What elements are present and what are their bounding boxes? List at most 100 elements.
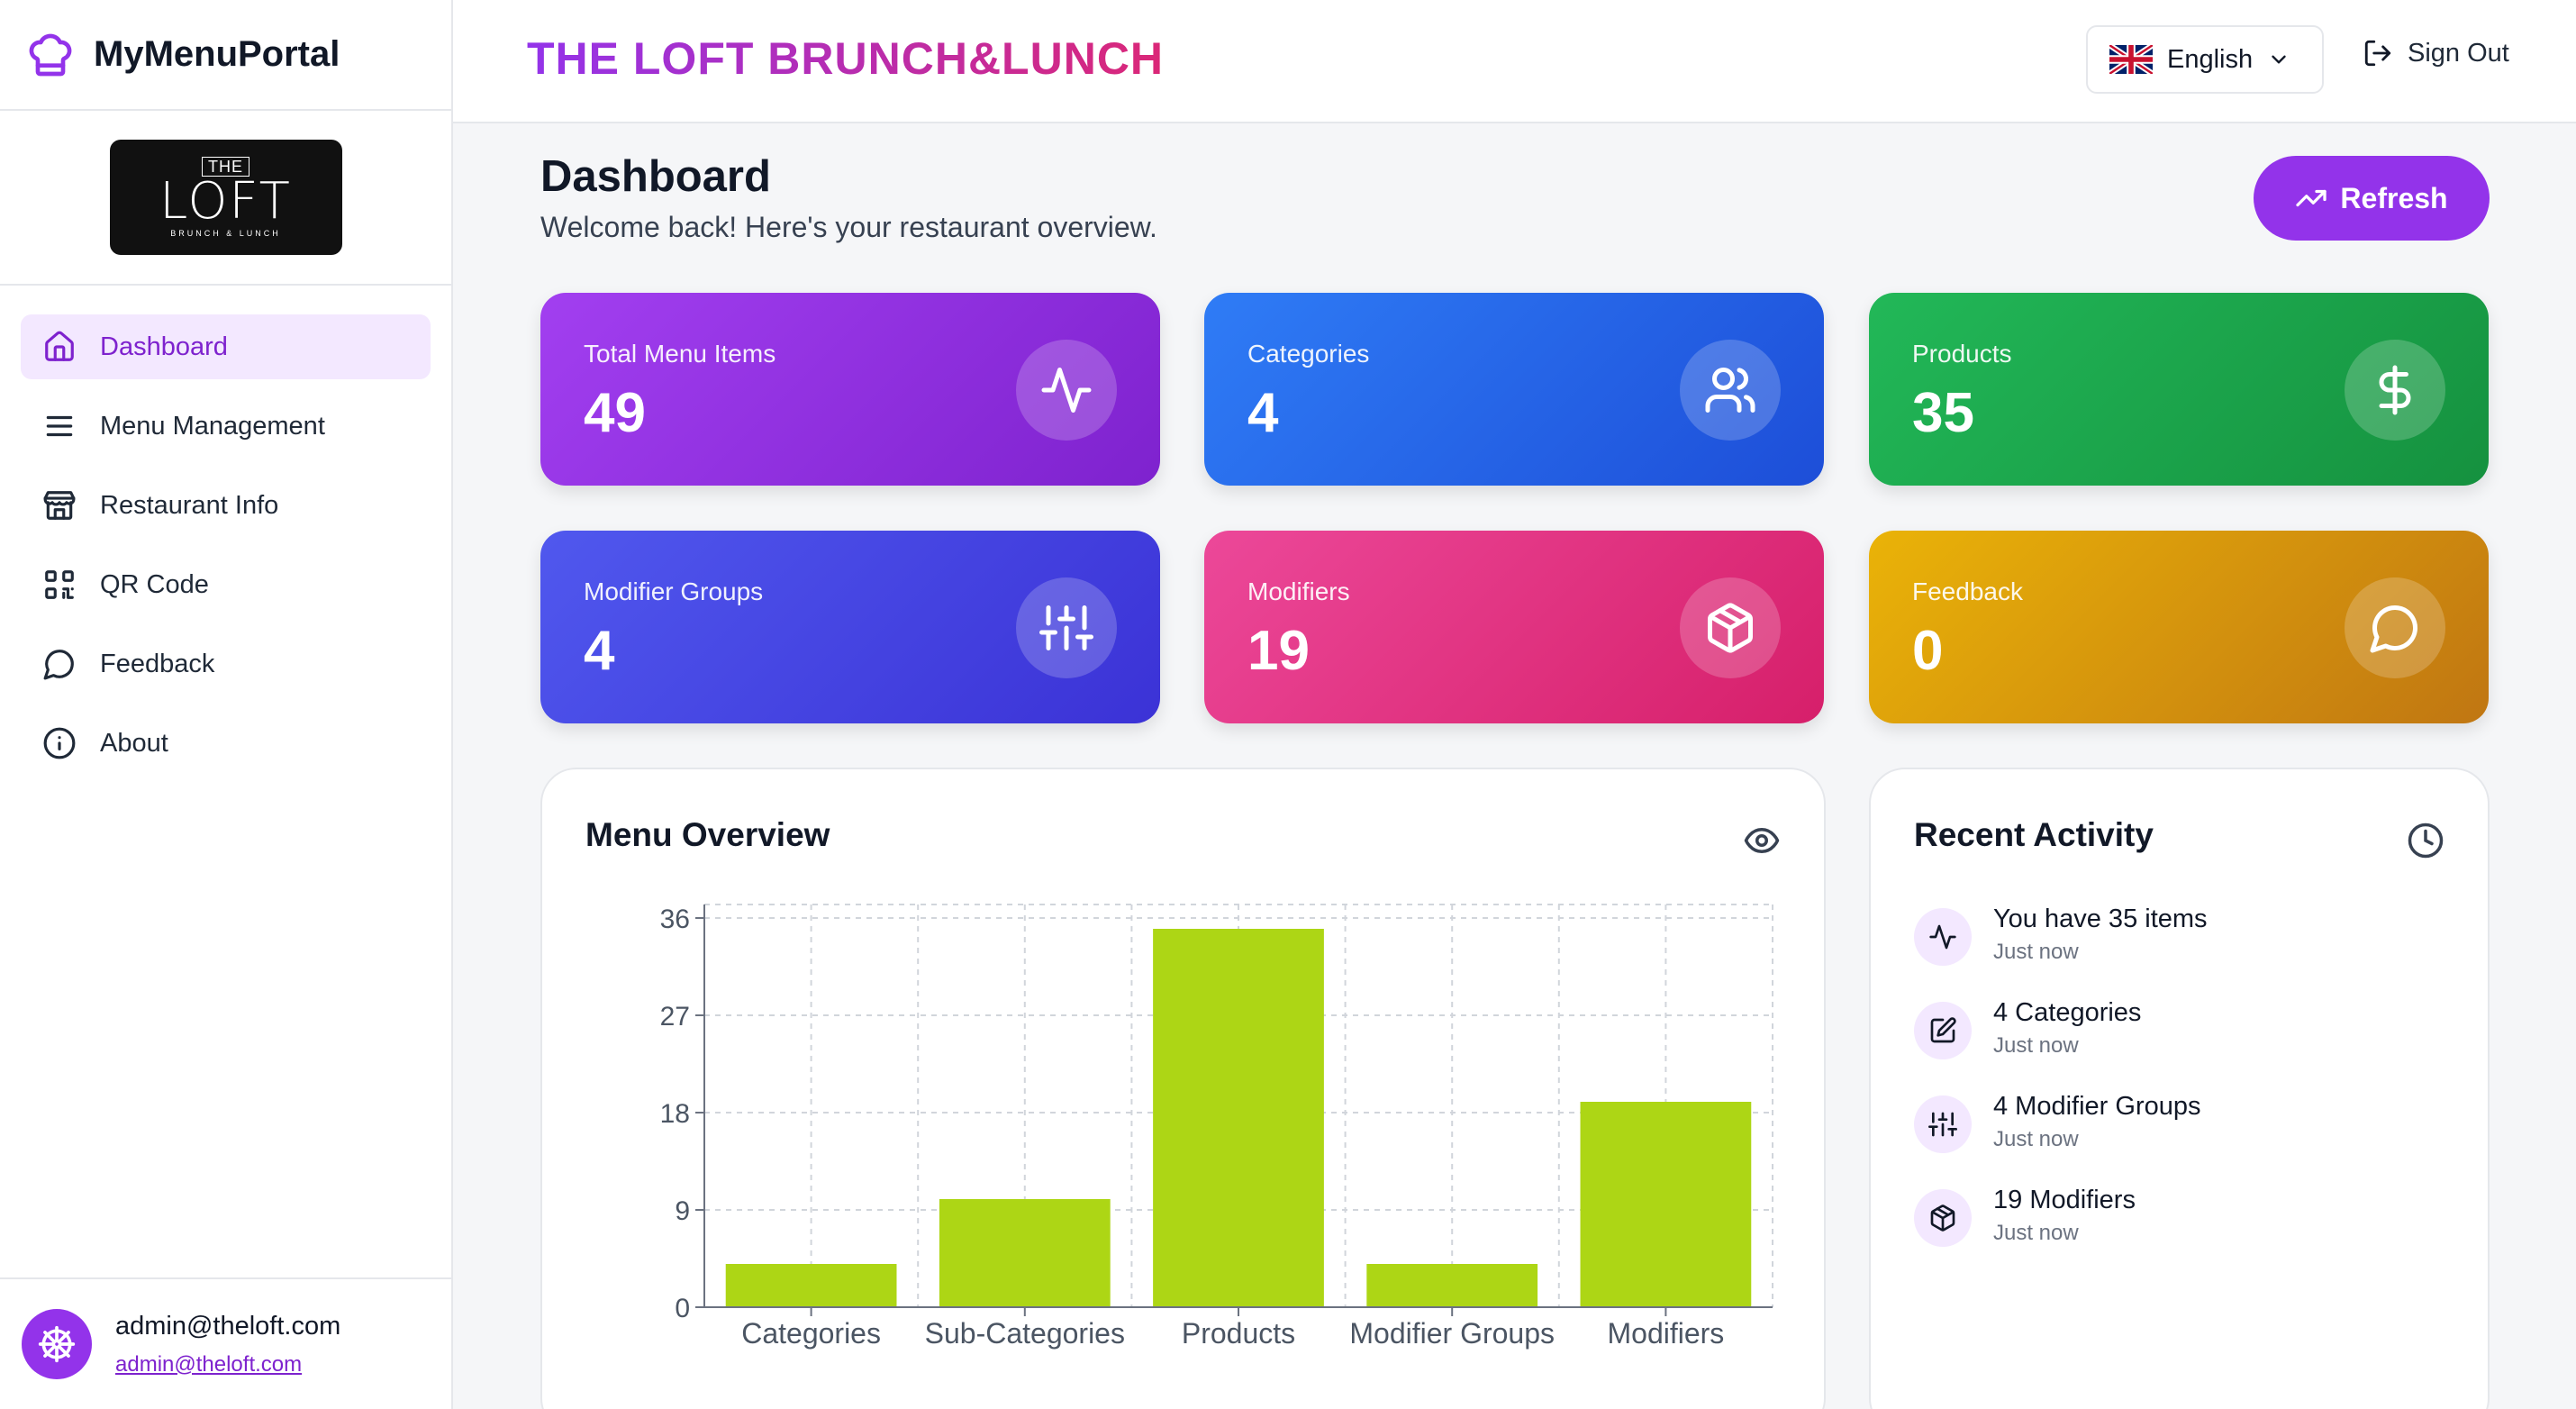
activity-title: 4 Modifier Groups: [1993, 1092, 2201, 1121]
stat-icon-wrap: [1016, 577, 1117, 678]
activity-icon-wrap: [1914, 1189, 1972, 1247]
activity-text: 19 Modifiers Just now: [1993, 1186, 2136, 1246]
stat-card-categories[interactable]: Categories 4: [1204, 293, 1824, 486]
y-tick-label: 0: [675, 1294, 690, 1323]
stat-icon-wrap: [2345, 577, 2445, 678]
activity-title: 4 Categories: [1993, 998, 2142, 1027]
avatar[interactable]: [22, 1309, 92, 1379]
stat-card-total-menu-items[interactable]: Total Menu Items 49: [540, 293, 1160, 486]
stat-value: 4: [584, 620, 615, 682]
y-tick-label: 36: [660, 904, 690, 934]
restaurant-title: THE LOFT BRUNCH&LUNCH: [527, 33, 1165, 84]
clock-icon[interactable]: [2407, 822, 2444, 859]
x-tick-label: Categories: [741, 1317, 881, 1350]
stat-card-products[interactable]: Products 35: [1869, 293, 2489, 486]
stat-label: Categories: [1247, 340, 1370, 368]
ship-wheel-icon: [38, 1325, 76, 1363]
recent-activity-card: Recent Activity You have 35 items Just n…: [1869, 768, 2490, 1409]
restaurant-logo: THE LOFT BRUNCH & LUNCH: [109, 140, 342, 255]
sliders-icon: [1039, 605, 1093, 650]
y-tick-label: 9: [675, 1196, 690, 1226]
stat-value: 4: [1247, 382, 1279, 444]
stat-label: Modifiers: [1247, 577, 1350, 605]
activity-title: You have 35 items: [1993, 904, 2208, 933]
stat-value: 35: [1912, 382, 1974, 444]
stat-icon-wrap: [1680, 340, 1781, 441]
brand[interactable]: MyMenuPortal: [0, 0, 451, 111]
bar: [725, 1264, 897, 1307]
sidebar-item-about[interactable]: About: [21, 711, 431, 776]
sliders-icon: [1928, 1112, 1957, 1137]
y-tick-label: 27: [660, 1002, 690, 1032]
stat-icon-wrap: [2345, 340, 2445, 441]
logo-top-text: THE: [202, 157, 249, 177]
chef-hat-icon: [29, 33, 72, 76]
qr-code-icon: [45, 570, 74, 599]
sidebar-item-dashboard[interactable]: Dashboard: [21, 314, 431, 379]
menu-overview-card: Menu Overview 0 9 18 27 36 Categories Sub-Cate…: [540, 768, 1826, 1409]
dollar-icon: [2379, 365, 2411, 415]
user-panel: admin@theloft.com admin@theloft.com: [0, 1277, 451, 1409]
menu-lines-icon: [46, 415, 73, 437]
sidebar-item-restaurant-info[interactable]: Restaurant Info: [21, 473, 431, 538]
activity-time: Just now: [1993, 1221, 2079, 1245]
home-icon: [45, 331, 74, 361]
menu-overview-chart: 0 9 18 27 36 Categories Sub-Categories Products…: [660, 904, 1773, 1350]
activity-time: Just now: [1993, 940, 2079, 964]
message-circle-icon: [2370, 605, 2418, 653]
logo-area: THE LOFT BRUNCH & LUNCH: [0, 111, 451, 286]
sidebar-item-label: QR Code: [100, 569, 209, 599]
trending-up-icon: [2296, 189, 2327, 207]
activity-title: 19 Modifiers: [1993, 1186, 2136, 1214]
edit-icon: [1930, 1017, 1956, 1043]
language-label: English: [2167, 44, 2254, 74]
language-selector[interactable]: English: [2086, 25, 2324, 94]
activity-icon: [1041, 368, 1092, 413]
sign-out-label: Sign Out: [2408, 38, 2509, 68]
message-circle-icon: [43, 650, 74, 680]
activity-item[interactable]: You have 35 items Just now: [1914, 904, 2208, 966]
sidebar-item-label: Menu Management: [100, 411, 325, 441]
info-icon: [43, 727, 76, 759]
stat-card-modifier-groups[interactable]: Modifier Groups 4: [540, 531, 1160, 723]
page-title: Dashboard: [540, 152, 771, 201]
user-name: admin@theloft.com: [115, 1311, 341, 1341]
stat-value: 49: [584, 382, 646, 444]
stat-label: Modifier Groups: [584, 577, 764, 605]
activity-text: 4 Modifier Groups Just now: [1993, 1092, 2201, 1152]
activity-item[interactable]: 19 Modifiers Just now: [1914, 1186, 2136, 1247]
activity-icon-wrap: [1914, 908, 1972, 966]
activity-item[interactable]: 4 Modifier Groups Just now: [1914, 1092, 2201, 1153]
bar: [1580, 1102, 1752, 1307]
box-icon: [1930, 1204, 1955, 1232]
activity-item[interactable]: 4 Categories Just now: [1914, 998, 2141, 1059]
refresh-button[interactable]: Refresh: [2254, 156, 2490, 241]
stat-icon-wrap: [1016, 340, 1117, 441]
x-tick-label: Products: [1182, 1317, 1295, 1350]
sidebar-item-label: Restaurant Info: [100, 490, 279, 520]
activity-text: You have 35 items Just now: [1993, 904, 2208, 965]
app-name: MyMenuPortal: [94, 34, 340, 74]
eye-icon[interactable]: [1743, 822, 1781, 859]
sign-out-button[interactable]: Sign Out: [2363, 38, 2509, 68]
stat-label: Products: [1912, 340, 2012, 368]
chevron-down-icon: [2272, 55, 2286, 64]
activity-icon: [1929, 924, 1956, 950]
sidebar-item-menu-management[interactable]: Menu Management: [21, 394, 431, 459]
sidebar-item-feedback[interactable]: Feedback: [21, 632, 431, 696]
stat-label: Total Menu Items: [584, 340, 776, 368]
user-email-link[interactable]: admin@theloft.com: [115, 1351, 303, 1377]
box-icon: [1708, 603, 1753, 653]
stat-value: 19: [1247, 620, 1310, 682]
uk-flag-icon: [2109, 45, 2153, 74]
stat-value: 0: [1912, 620, 1944, 682]
stat-card-feedback[interactable]: Feedback 0: [1869, 531, 2489, 723]
sidebar-item-label: About: [100, 728, 168, 758]
page-subtitle: Welcome back! Here's your restaurant ove…: [540, 211, 1157, 243]
x-tick-label: Sub-Categories: [925, 1317, 1125, 1350]
sidebar-item-qr-code[interactable]: QR Code: [21, 552, 431, 617]
activity-time: Just now: [1993, 1127, 2079, 1151]
bar: [1153, 929, 1324, 1307]
menu-overview-title: Menu Overview: [585, 816, 830, 853]
stat-card-modifiers[interactable]: Modifiers 19: [1204, 531, 1824, 723]
